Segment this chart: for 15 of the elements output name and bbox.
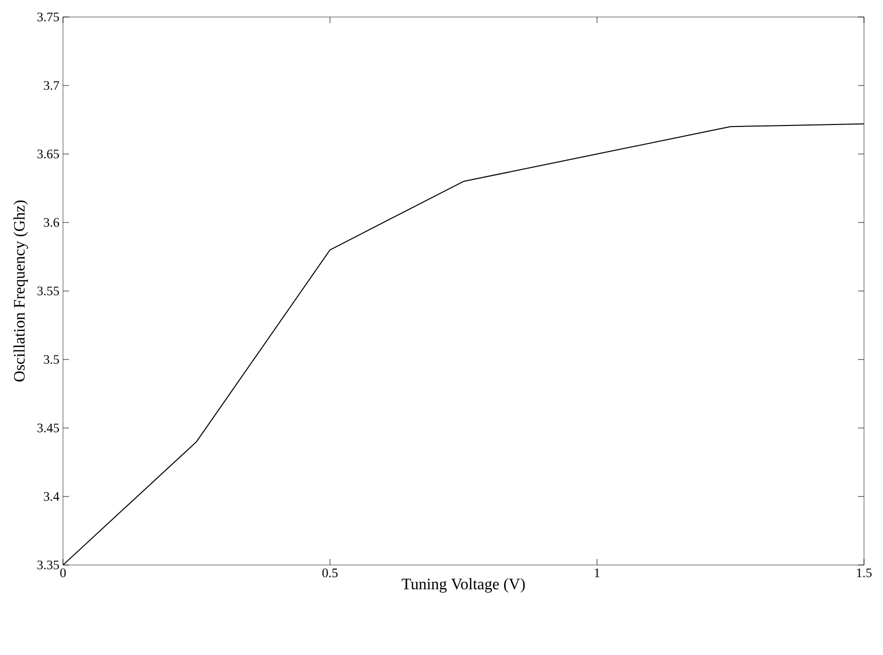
x-tick-label: 0.5 bbox=[322, 568, 338, 578]
x-tick-label: 1.5 bbox=[857, 568, 872, 578]
y-tick-label: 3.4 bbox=[44, 492, 60, 501]
x-tick-label: 0 bbox=[60, 568, 66, 578]
y-tick-label: 3.5 bbox=[44, 355, 59, 364]
y-tick-label: 3.75 bbox=[37, 12, 59, 22]
y-axis-title: Oscillation Frequency (Ghz) bbox=[13, 200, 28, 382]
y-tick-label: 3.65 bbox=[37, 150, 59, 158]
x-tick-label: 1 bbox=[594, 568, 600, 578]
y-tick-label: 3.6 bbox=[44, 218, 60, 227]
y-tick-label: 3.35 bbox=[37, 560, 59, 570]
y-tick-label: 3.7 bbox=[44, 81, 60, 90]
y-tick-label: 3.45 bbox=[37, 424, 59, 432]
x-axis-title: Tuning Voltage (V) bbox=[402, 578, 525, 593]
y-tick-label: 3.55 bbox=[37, 286, 59, 296]
